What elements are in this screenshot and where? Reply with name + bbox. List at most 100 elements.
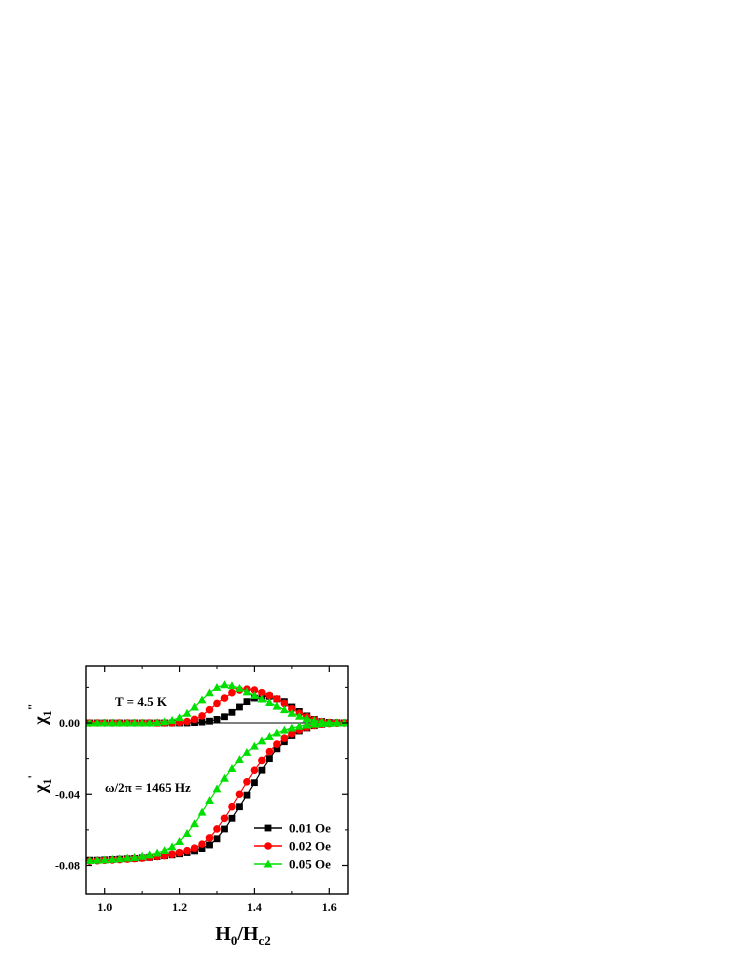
data-point (220, 680, 229, 689)
data-point (287, 723, 297, 732)
data-point (212, 682, 222, 691)
data-point (130, 852, 140, 861)
x-axis-title: H0/Hc2 (215, 923, 270, 948)
legend-marker (263, 859, 273, 868)
data-point (183, 717, 191, 726)
x-tick-label: 1.4 (247, 900, 262, 914)
data-point (115, 718, 125, 727)
data-point (287, 708, 297, 717)
data-point (212, 784, 222, 793)
y-axis-title-upper: χ1" (25, 703, 54, 726)
data-point (107, 854, 117, 863)
data-point (92, 855, 102, 864)
data-point (198, 840, 206, 848)
data-point (257, 694, 267, 703)
data-point (130, 718, 140, 727)
data-point (198, 845, 206, 852)
data-point (236, 703, 243, 711)
data-point (294, 711, 304, 720)
y-axis-title-upper-sub: 1 (40, 710, 54, 716)
data-point (198, 718, 206, 726)
data-point (152, 848, 162, 857)
y-axis-title-upper-group: χ1" (25, 703, 54, 726)
data-point (288, 729, 296, 738)
x-tick-label: 1.2 (172, 900, 187, 914)
data-point (265, 691, 274, 700)
data-point (182, 829, 192, 837)
y-tick-label: 0.00 (59, 716, 80, 730)
data-point (122, 718, 132, 727)
data-point (205, 705, 214, 714)
y-axis-title-lower-main: χ (30, 784, 50, 794)
data-point (167, 842, 177, 851)
legend-label: 0.05 Oe (289, 857, 331, 872)
data-point (115, 854, 125, 863)
data-point (197, 695, 207, 704)
data-point (228, 802, 236, 811)
data-point (250, 690, 259, 699)
data-point (250, 741, 259, 750)
y-axis-title-upper-sup: " (25, 703, 40, 710)
data-point (221, 713, 228, 721)
data-point (273, 745, 281, 753)
data-point (227, 764, 237, 772)
data-point (235, 683, 244, 692)
data-point (220, 814, 229, 823)
data-point (190, 844, 199, 853)
series-triangle (85, 680, 349, 865)
data-point (242, 687, 252, 696)
legend: 0.01 Oe 0.02 Oe 0.05 Oe (254, 821, 331, 872)
data-point (221, 825, 228, 833)
data-point (294, 721, 304, 730)
data-point (265, 747, 274, 756)
y-axis-title-lower-group: χ1' (25, 775, 54, 794)
data-point (100, 855, 110, 864)
data-point (302, 714, 312, 723)
data-point (324, 718, 334, 727)
y-tick-label: -0.08 (55, 859, 80, 873)
data-point (206, 717, 213, 725)
data-point (280, 734, 289, 742)
data-point (205, 688, 214, 697)
data-point (107, 718, 117, 727)
data-point (175, 848, 184, 857)
data-point (122, 853, 132, 862)
data-point (309, 719, 319, 728)
data-point (265, 698, 274, 707)
x-tick-label: 1.6 (322, 900, 337, 914)
data-point (213, 716, 221, 723)
data-point (137, 718, 147, 727)
x-axis-title-mid: /H (236, 923, 259, 945)
data-point (251, 779, 258, 787)
data-point (206, 841, 213, 849)
annotation-frequency: ω/2π = 1465 Hz (105, 780, 191, 795)
y-axis-title-lower: χ1' (25, 775, 54, 794)
data-point (152, 718, 162, 726)
data-point (213, 825, 221, 833)
data-point (250, 686, 259, 694)
legend-marker (264, 842, 272, 850)
data-point (332, 718, 342, 727)
data-point (258, 756, 266, 765)
x-axis-title-main: H (215, 923, 231, 945)
data-point (228, 708, 236, 716)
data-point (228, 814, 236, 822)
data-point (250, 766, 259, 775)
data-point (198, 712, 206, 720)
y-axis-title-lower-sup: ' (25, 775, 40, 779)
data-point (265, 732, 274, 741)
data-point (235, 790, 244, 799)
data-point (236, 803, 243, 811)
data-point (85, 856, 95, 865)
data-point (228, 688, 236, 697)
y-axis-title-upper-main: χ (30, 716, 50, 726)
data-point (288, 704, 296, 713)
data-point (205, 796, 214, 805)
y-tick-label: -0.04 (55, 787, 80, 801)
data-point (190, 715, 199, 724)
data-point (213, 699, 221, 708)
data-point (243, 791, 251, 799)
data-point (220, 773, 229, 782)
